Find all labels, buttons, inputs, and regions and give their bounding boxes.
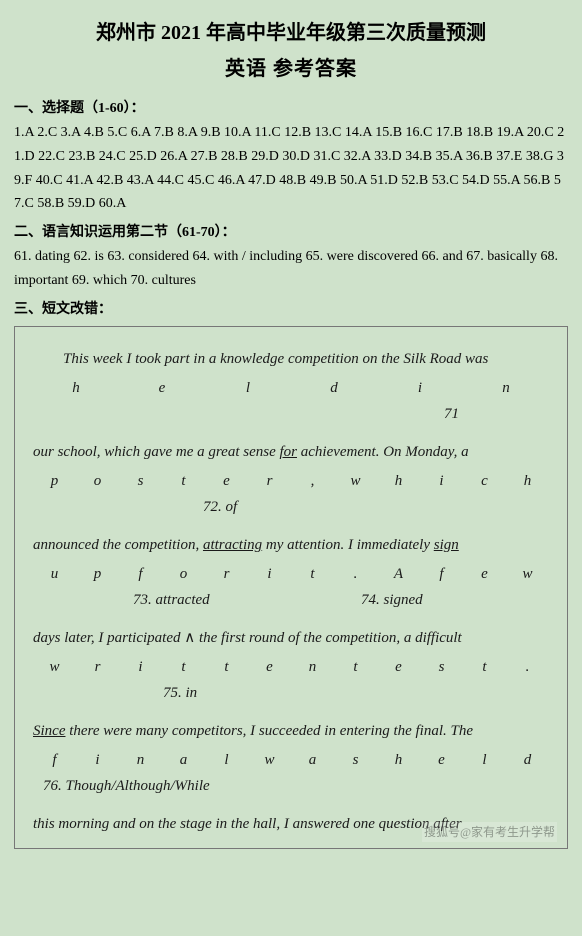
spread-char: s [420, 656, 463, 679]
essay-text: achievement. On Monday, a [297, 444, 469, 460]
spread-char: i [377, 377, 463, 400]
correction-71: 71 [33, 403, 549, 426]
spread-char: n [291, 656, 334, 679]
section3-heading: 三、短文改错： [14, 299, 568, 320]
spread-char: l [205, 377, 291, 400]
spread-char: . [334, 563, 377, 586]
spread-char: f [119, 563, 162, 586]
spread-char: w [248, 749, 291, 772]
spread-char: h [33, 377, 119, 400]
spread-char: f [420, 563, 463, 586]
correction-72: 72. of [33, 496, 549, 519]
essay-line-1: This week I took part in a knowledge com… [33, 347, 549, 371]
spread-char: l [205, 749, 248, 772]
essay-line-5: Since there were many competitors, I suc… [33, 719, 549, 743]
essay-spread-5: finalwasheld [33, 749, 549, 772]
spread-char: p [76, 563, 119, 586]
spread-char: n [463, 377, 549, 400]
correction-76: 76. Though/Although/While [33, 775, 549, 798]
spread-char: h [377, 749, 420, 772]
spread-char: e [420, 749, 463, 772]
spread-char: w [334, 470, 377, 493]
spread-char: s [334, 749, 377, 772]
spread-char: i [76, 749, 119, 772]
spread-char: c [463, 470, 506, 493]
correction-75: 75. in [33, 682, 549, 705]
spread-char: e [248, 656, 291, 679]
insertion-caret: ∧ [184, 626, 195, 650]
spread-char: t [291, 563, 334, 586]
essay-line-4: days later, I participated ∧ the first r… [33, 626, 549, 650]
spread-char: t [334, 656, 377, 679]
spread-char: a [291, 749, 334, 772]
watermark-text: 搜狐号@家有考生升学帮 [422, 822, 557, 842]
spread-char: e [463, 563, 506, 586]
spread-char: e [377, 656, 420, 679]
underline-for: for [279, 444, 297, 460]
section2-heading: 二、语言知识运用第二节（61-70）： [14, 222, 568, 243]
underline-attracting: attracting [203, 537, 262, 553]
spread-char: n [119, 749, 162, 772]
essay-spread-4: writtentest. [33, 656, 549, 679]
correction-74: 74. signed [291, 589, 549, 612]
essay-text: there were many competitors, I succeeded… [65, 723, 473, 739]
essay-text: the first round of the competition, a di… [195, 630, 462, 646]
spread-char: d [506, 749, 549, 772]
spread-char: f [33, 749, 76, 772]
doc-title-line2: 英语 参考答案 [14, 54, 568, 84]
spread-char: h [377, 470, 420, 493]
spread-char: s [119, 470, 162, 493]
spread-char: a [162, 749, 205, 772]
essay-text: announced the competition, [33, 537, 203, 553]
spread-char: w [33, 656, 76, 679]
section1-heading: 一、选择题（1-60）： [14, 98, 568, 119]
spread-char: l [463, 749, 506, 772]
spread-char: w [506, 563, 549, 586]
spread-char: , [291, 470, 334, 493]
spread-char: t [162, 470, 205, 493]
spread-char: r [76, 656, 119, 679]
essay-correction-box: This week I took part in a knowledge com… [14, 326, 568, 849]
spread-char: . [506, 656, 549, 679]
essay-text: our school, which gave me a great sense [33, 444, 279, 460]
spread-char: t [162, 656, 205, 679]
underline-since: Since [33, 723, 65, 739]
spread-char: u [33, 563, 76, 586]
section1-answers: 1.A 2.C 3.A 4.B 5.C 6.A 7.B 8.A 9.B 10.A… [14, 121, 568, 216]
spread-char: i [248, 563, 291, 586]
essay-spread-2: poster,which [33, 470, 549, 493]
spread-char: o [162, 563, 205, 586]
essay-text: my attention. I immediately [262, 537, 434, 553]
essay-line-3: announced the competition, attracting my… [33, 533, 549, 557]
spread-char: h [506, 470, 549, 493]
essay-spread-3: upforit.Afew [33, 563, 549, 586]
section2-answers: 61. dating 62. is 63. considered 64. wit… [14, 245, 568, 293]
spread-char: o [76, 470, 119, 493]
underline-sign: sign [434, 537, 459, 553]
essay-text: days later, I participated [33, 630, 184, 646]
spread-char: t [205, 656, 248, 679]
spread-char: e [205, 470, 248, 493]
correction-73-74: 73. attracted 74. signed [33, 589, 549, 612]
spread-char: t [463, 656, 506, 679]
spread-char: A [377, 563, 420, 586]
spread-char: e [119, 377, 205, 400]
spread-char: p [33, 470, 76, 493]
spread-char: d [291, 377, 377, 400]
doc-title-line1: 郑州市 2021 年高中毕业年级第三次质量预测 [14, 18, 568, 48]
essay-spread-1: heldin [33, 377, 549, 400]
spread-char: i [119, 656, 162, 679]
correction-73: 73. attracted [33, 589, 291, 612]
spread-char: i [420, 470, 463, 493]
essay-line-2: our school, which gave me a great sense … [33, 440, 549, 464]
spread-char: r [248, 470, 291, 493]
spread-char: r [205, 563, 248, 586]
